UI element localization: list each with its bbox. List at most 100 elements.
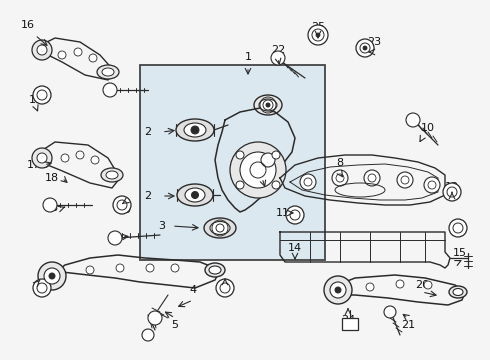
Text: 7: 7 bbox=[221, 287, 228, 297]
Ellipse shape bbox=[210, 221, 230, 234]
Ellipse shape bbox=[176, 119, 214, 141]
Ellipse shape bbox=[32, 148, 52, 168]
Text: 4: 4 bbox=[190, 285, 196, 295]
Text: 7: 7 bbox=[34, 287, 42, 297]
Ellipse shape bbox=[37, 45, 47, 55]
Ellipse shape bbox=[356, 39, 374, 57]
Ellipse shape bbox=[148, 311, 162, 325]
Ellipse shape bbox=[443, 183, 461, 201]
Ellipse shape bbox=[103, 83, 117, 97]
Text: 12: 12 bbox=[453, 225, 467, 235]
Ellipse shape bbox=[74, 48, 82, 56]
Text: 3: 3 bbox=[158, 221, 166, 231]
Ellipse shape bbox=[106, 171, 118, 179]
Text: 22: 22 bbox=[271, 45, 285, 55]
Text: 20: 20 bbox=[415, 280, 429, 290]
Ellipse shape bbox=[177, 184, 213, 206]
Bar bbox=[342, 318, 358, 330]
Ellipse shape bbox=[32, 40, 52, 60]
Ellipse shape bbox=[424, 281, 432, 289]
Ellipse shape bbox=[33, 86, 51, 104]
Ellipse shape bbox=[240, 152, 276, 188]
Ellipse shape bbox=[97, 65, 119, 79]
Text: 1: 1 bbox=[245, 52, 251, 62]
Ellipse shape bbox=[266, 103, 270, 107]
Ellipse shape bbox=[142, 329, 154, 341]
Ellipse shape bbox=[366, 283, 374, 291]
Ellipse shape bbox=[332, 170, 348, 186]
Text: 19: 19 bbox=[118, 205, 132, 215]
Text: 11: 11 bbox=[276, 208, 290, 218]
Ellipse shape bbox=[101, 168, 123, 182]
Text: 9: 9 bbox=[254, 163, 262, 173]
Ellipse shape bbox=[335, 287, 341, 293]
Ellipse shape bbox=[449, 219, 467, 237]
Ellipse shape bbox=[205, 263, 225, 277]
Ellipse shape bbox=[43, 198, 57, 212]
Text: 2: 2 bbox=[145, 127, 151, 137]
Ellipse shape bbox=[61, 154, 69, 162]
Ellipse shape bbox=[184, 123, 206, 137]
Ellipse shape bbox=[37, 153, 47, 163]
Ellipse shape bbox=[259, 99, 277, 111]
Ellipse shape bbox=[185, 188, 205, 202]
Text: 2: 2 bbox=[145, 191, 151, 201]
Text: 6: 6 bbox=[108, 232, 116, 242]
Text: 17: 17 bbox=[27, 160, 41, 170]
Ellipse shape bbox=[384, 306, 396, 318]
Ellipse shape bbox=[261, 153, 275, 167]
Ellipse shape bbox=[230, 142, 286, 198]
Ellipse shape bbox=[113, 196, 131, 214]
Ellipse shape bbox=[286, 206, 304, 224]
Text: 10: 10 bbox=[421, 123, 435, 133]
Ellipse shape bbox=[316, 33, 320, 37]
Ellipse shape bbox=[216, 279, 234, 297]
Text: 16: 16 bbox=[21, 20, 35, 30]
Ellipse shape bbox=[209, 266, 221, 274]
Ellipse shape bbox=[38, 262, 66, 290]
Text: 13: 13 bbox=[445, 182, 459, 192]
Text: 8: 8 bbox=[337, 158, 343, 168]
Ellipse shape bbox=[49, 273, 55, 279]
Text: 18: 18 bbox=[45, 203, 59, 213]
Ellipse shape bbox=[424, 177, 440, 193]
Text: 5: 5 bbox=[172, 320, 178, 330]
Ellipse shape bbox=[44, 268, 60, 284]
Ellipse shape bbox=[324, 276, 352, 304]
Ellipse shape bbox=[171, 264, 179, 272]
Ellipse shape bbox=[271, 51, 285, 65]
Ellipse shape bbox=[330, 282, 346, 298]
Ellipse shape bbox=[272, 181, 280, 189]
Ellipse shape bbox=[89, 54, 97, 62]
Ellipse shape bbox=[116, 264, 124, 272]
Ellipse shape bbox=[192, 192, 198, 198]
Ellipse shape bbox=[33, 279, 51, 297]
Ellipse shape bbox=[453, 288, 463, 296]
Text: 24: 24 bbox=[341, 315, 355, 325]
Ellipse shape bbox=[191, 126, 199, 134]
Text: 19: 19 bbox=[29, 95, 43, 105]
Ellipse shape bbox=[236, 181, 244, 189]
Ellipse shape bbox=[449, 286, 467, 298]
Text: 14: 14 bbox=[288, 243, 302, 253]
Ellipse shape bbox=[91, 156, 99, 164]
Ellipse shape bbox=[146, 264, 154, 272]
Ellipse shape bbox=[406, 113, 420, 127]
Ellipse shape bbox=[300, 174, 316, 190]
Text: 15: 15 bbox=[453, 248, 467, 258]
Ellipse shape bbox=[76, 151, 84, 159]
Text: 25: 25 bbox=[311, 22, 325, 32]
Ellipse shape bbox=[396, 280, 404, 288]
Ellipse shape bbox=[254, 95, 282, 115]
Ellipse shape bbox=[272, 151, 280, 159]
Ellipse shape bbox=[236, 151, 244, 159]
Ellipse shape bbox=[58, 51, 66, 59]
Text: 18: 18 bbox=[45, 173, 59, 183]
Bar bbox=[140, 65, 325, 260]
Text: 21: 21 bbox=[401, 320, 415, 330]
Ellipse shape bbox=[364, 170, 380, 186]
Ellipse shape bbox=[86, 266, 94, 274]
Ellipse shape bbox=[108, 231, 122, 245]
Ellipse shape bbox=[363, 46, 367, 50]
Ellipse shape bbox=[102, 68, 114, 76]
